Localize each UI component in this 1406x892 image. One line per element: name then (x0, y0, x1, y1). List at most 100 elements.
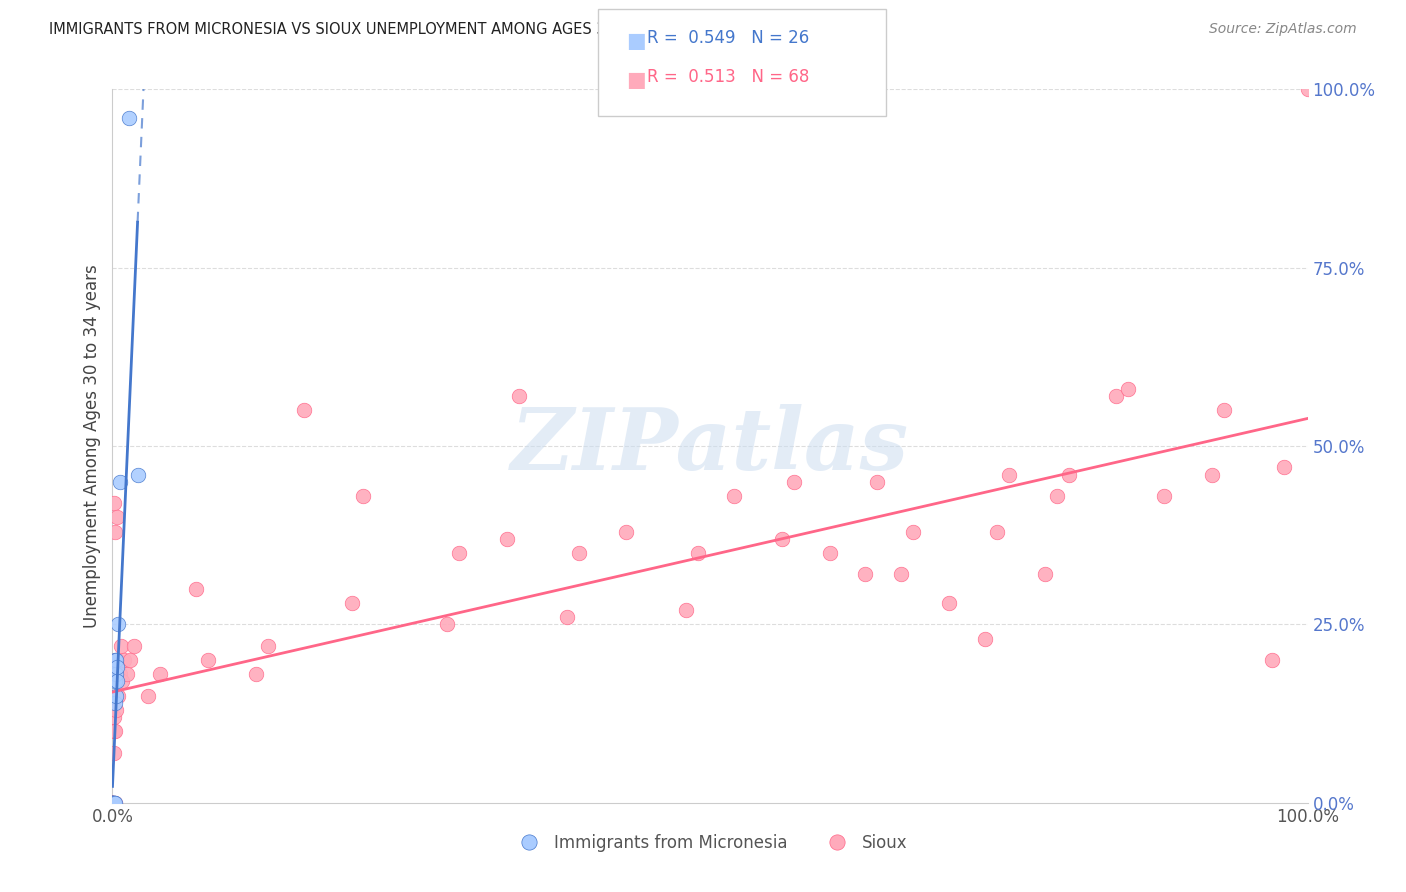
Point (447, 546, 470, 560)
Point (1153, 489, 1175, 503)
Point (352, 489, 374, 503)
Y-axis label: Unemployment Among Ages 30 to 34 years: Unemployment Among Ages 30 to 34 years (83, 264, 101, 628)
Point (101, 796, 124, 810)
Point (120, 653, 142, 667)
Point (103, 796, 125, 810)
Point (998, 467, 1021, 482)
Point (1033, 567, 1056, 582)
Point (105, 660, 128, 674)
Point (616, 524, 638, 539)
Point (110, 639, 132, 653)
Point (1261, 653, 1284, 667)
Text: ■: ■ (626, 70, 645, 89)
Text: ■: ■ (626, 31, 645, 51)
Point (496, 532, 519, 546)
Point (555, 610, 578, 624)
Point (104, 653, 127, 667)
Text: R =  0.549   N = 26: R = 0.549 N = 26 (647, 29, 808, 47)
Point (890, 567, 912, 582)
Point (101, 796, 124, 810)
Point (107, 617, 129, 632)
Point (104, 696, 127, 710)
Point (1057, 467, 1080, 482)
Point (508, 389, 530, 403)
Point (1046, 489, 1069, 503)
Point (855, 567, 877, 582)
Point (101, 796, 124, 810)
Point (101, 796, 124, 810)
Point (1201, 467, 1223, 482)
Point (866, 475, 889, 489)
Point (340, 596, 363, 610)
Point (101, 796, 124, 810)
Point (197, 653, 219, 667)
Point (1272, 460, 1295, 475)
Point (103, 796, 125, 810)
Point (104, 524, 127, 539)
Point (1296, 82, 1319, 96)
Point (101, 796, 124, 810)
Point (770, 532, 793, 546)
Point (101, 796, 124, 810)
Point (114, 653, 135, 667)
Point (104, 724, 127, 739)
Point (122, 639, 145, 653)
Point (103, 796, 125, 810)
Point (1213, 403, 1236, 417)
Point (105, 689, 128, 703)
Point (938, 596, 960, 610)
Point (105, 674, 128, 689)
Point (103, 724, 125, 739)
Point (103, 710, 125, 724)
Point (101, 796, 124, 810)
Point (111, 674, 134, 689)
Point (149, 667, 172, 681)
Point (101, 796, 124, 810)
Point (105, 667, 128, 681)
Point (103, 796, 125, 810)
Text: IMMIGRANTS FROM MICRONESIA VS SIOUX UNEMPLOYMENT AMONG AGES 30 TO 34 YEARS CORRE: IMMIGRANTS FROM MICRONESIA VS SIOUX UNEM… (49, 22, 879, 37)
Point (105, 703, 128, 717)
Text: R =  0.513   N = 68: R = 0.513 N = 68 (647, 68, 808, 86)
Point (101, 796, 124, 810)
Legend: Immigrants from Micronesia, Sioux: Immigrants from Micronesia, Sioux (506, 828, 914, 859)
Point (101, 796, 124, 810)
Point (723, 489, 745, 503)
Point (101, 796, 124, 810)
Point (104, 796, 127, 810)
Point (974, 632, 997, 646)
Point (292, 403, 315, 417)
Point (101, 796, 124, 810)
Point (104, 674, 127, 689)
Point (688, 546, 710, 560)
Point (103, 496, 125, 510)
Point (675, 603, 697, 617)
Text: Source: ZipAtlas.com: Source: ZipAtlas.com (1209, 22, 1357, 37)
Point (138, 689, 160, 703)
Point (115, 667, 138, 681)
Point (986, 524, 1008, 539)
Point (903, 524, 925, 539)
Point (118, 111, 141, 125)
Point (101, 796, 124, 810)
Point (1118, 382, 1140, 396)
Point (101, 796, 124, 810)
Point (568, 546, 591, 560)
Text: ZIPatlas: ZIPatlas (510, 404, 910, 488)
Point (1105, 389, 1128, 403)
Point (105, 510, 128, 524)
Point (103, 796, 125, 810)
Point (101, 796, 124, 810)
Point (101, 796, 124, 810)
Point (108, 667, 131, 681)
Point (103, 746, 125, 760)
Point (105, 653, 128, 667)
Point (782, 475, 804, 489)
Point (186, 582, 208, 596)
Point (245, 667, 267, 681)
Point (108, 475, 131, 489)
Point (436, 617, 458, 632)
Point (257, 639, 280, 653)
Point (818, 546, 841, 560)
Point (107, 689, 129, 703)
